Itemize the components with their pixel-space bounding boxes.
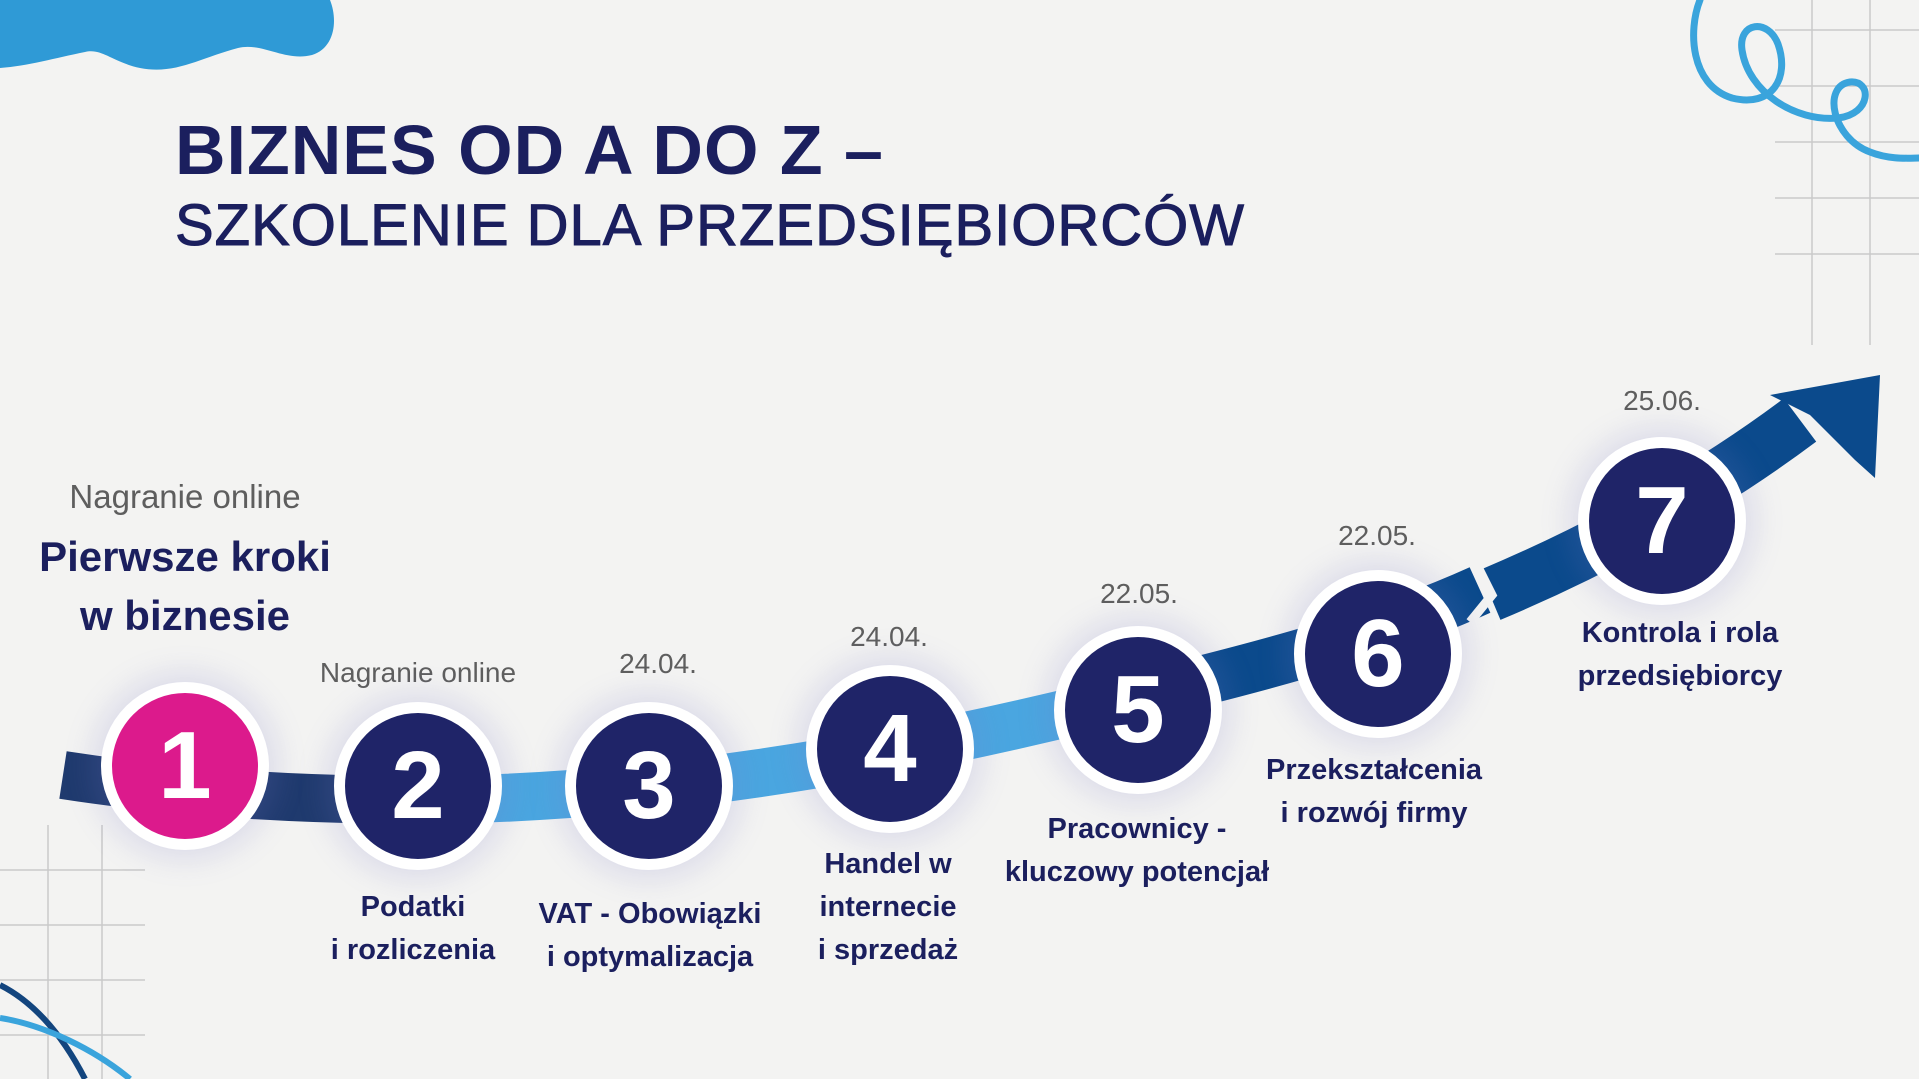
bottom-left-curve-light [0,1015,132,1079]
step-4-label-line3: i sprzedaż [817,934,959,966]
step-2-label-line2: i rozliczenia [330,934,496,966]
bottom-left-curve-dark [0,982,88,1079]
step-5-circle: 5 [1054,626,1222,794]
step-5-label: Pracownicy - kluczowy potencjał [1005,808,1269,894]
step-2-circle: 2 [334,702,502,870]
arrow-head [1770,375,1880,478]
step-5-label-line2: kluczowy potencjał [1004,856,1270,888]
step-7-label-line1: Kontrola i rola [1581,617,1779,649]
step-2-note: Nagranie online [319,657,517,688]
step-4-label: Handel w internecie i sprzedaż [818,843,958,972]
step-3-circle: 3 [565,702,733,870]
step-1-label-line2: w biznesie [79,592,291,639]
arrow-break-gap [1466,554,1498,625]
bottom-left-grid [0,825,145,1079]
step-1-label: Pierwsze kroki w biznesie [39,527,331,645]
step-6-circle: 6 [1294,570,1462,738]
step-4-label-line2: internecie [819,891,957,923]
top-right-grid [1775,0,1919,345]
step-6-date: 22.05. [1338,520,1416,551]
step-2-number: 2 [391,732,445,839]
step-3-label-line1: VAT - Obowiązki [538,898,762,930]
step-4-label-line1: Handel w [824,848,952,880]
step-3-date: 24.04. [619,648,697,679]
step-1-note: Nagranie online [69,478,301,515]
step-6-label-line1: Przekształcenia [1265,754,1483,786]
step-1-circle: 1 [101,682,269,850]
step-6-label-line2: i rozwój firmy [1280,797,1468,829]
step-5-number: 5 [1111,656,1165,763]
slide-title: BIZNES OD A DO Z – [175,111,884,189]
road-segment-light [409,681,1106,824]
step-6-label: Przekształcenia i rozwój firmy [1266,749,1482,835]
step-1-number: 1 [158,712,212,819]
step-4-number: 4 [863,695,917,802]
step-5-label-line1: Pracownicy - [1047,813,1227,845]
step-3-label: VAT - Obowiązki i optymalizacja [539,893,762,979]
step-7-label: Kontrola i rola przedsiębiorcy [1578,612,1783,698]
step-2-label: Podatki i rozliczenia [331,886,495,972]
step-7-label-line2: przedsiębiorcy [1577,660,1783,692]
step-5-date: 22.05. [1100,578,1178,609]
slide-subtitle: SZKOLENIE DLA PRZEDSIĘBIORCÓW [175,193,1245,259]
top-left-blob [0,0,335,70]
step-1-label-line1: Pierwsze kroki [39,533,331,580]
step-3-number: 3 [622,732,676,839]
step-7-date: 25.06. [1623,385,1701,416]
step-4-date: 24.04. [850,621,928,652]
step-2-label-line1: Podatki [360,891,466,923]
top-right-swirl [1690,0,1919,162]
step-6-number: 6 [1351,600,1405,707]
step-4-circle: 4 [806,665,974,833]
step-7-circle: 7 [1578,437,1746,605]
step-3-label-line2: i optymalizacja [546,941,754,973]
step-7-number: 7 [1635,467,1689,574]
